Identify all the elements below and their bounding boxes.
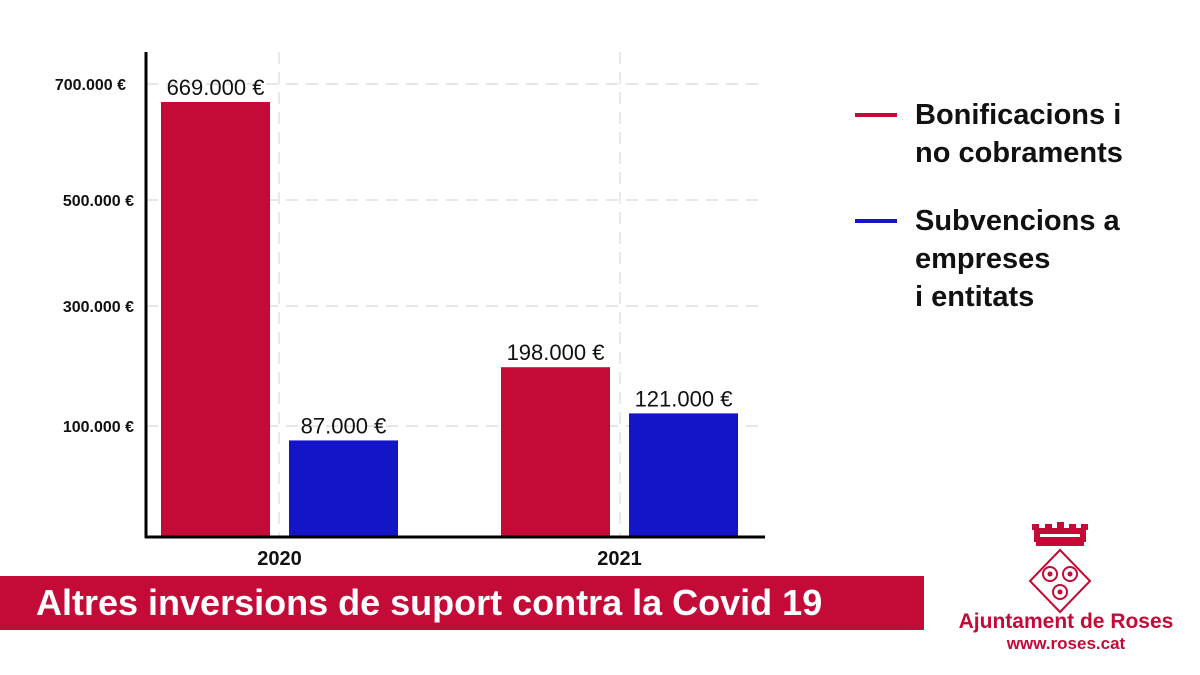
data-label: 669.000 € [167,75,265,100]
bar [629,413,738,537]
legend-swatch [855,113,897,117]
y-tick-label: 100.000 € [63,419,134,436]
bar [289,440,398,537]
bar [161,101,270,537]
legend-label-line: i entitats [915,281,1035,313]
data-label: 87.000 € [301,413,387,438]
bar-chart: 100.000 € 300.000 € 500.000 € 700.000 € 669.… [55,52,765,570]
x-tick-label: 2021 [597,548,642,570]
y-tick-label: 500.000 € [63,193,134,210]
bar [501,367,610,537]
legend-swatch [855,219,897,223]
x-tick-label: 2020 [257,548,302,570]
legend-label-line: no cobraments [915,137,1123,169]
y-tick-label: 700.000 € [55,77,126,94]
legend-label-line: empreses [915,243,1051,275]
title-banner: Altres inversions de suport contra la Co… [0,576,924,630]
org-name: Ajuntament de Roses [958,610,1174,633]
data-label: 121.000 € [635,386,733,411]
legend-label-line: Bonificacions i [915,99,1122,131]
data-label: 198.000 € [507,340,605,365]
y-tick-label: 300.000 € [63,299,134,316]
coat-of-arms-logo [1028,522,1092,614]
chart-title: Altres inversions de suport contra la Co… [36,582,823,623]
legend-label-line: Subvencions a [915,205,1120,237]
org-url: www.roses.cat [1006,634,1126,653]
